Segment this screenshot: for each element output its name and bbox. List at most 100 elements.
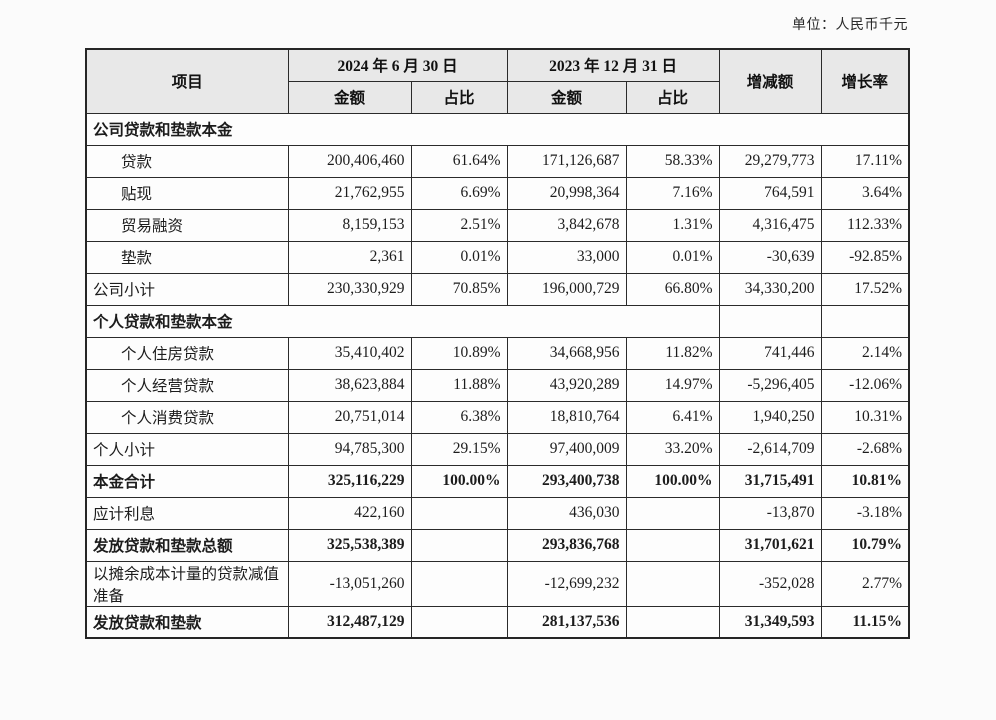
cell-amount-2024: 38,623,884 [287, 368, 412, 402]
cell-amount-2024: 35,410,402 [287, 336, 412, 370]
cell-change: -30,639 [718, 240, 822, 274]
section-label: 个人贷款和垫款本金 [85, 304, 720, 338]
cell-ratio-2023: 6.41% [625, 400, 720, 434]
cell-amount-2024: 8,159,153 [287, 208, 412, 242]
cell-growth: -3.18% [820, 496, 910, 530]
cell-ratio-2023: 100.00% [625, 464, 720, 498]
cell-growth: 10.81% [820, 464, 910, 498]
cell-change: 34,330,200 [718, 272, 822, 306]
cell-ratio-2024 [410, 605, 508, 639]
header-amount-2023: 金额 [506, 80, 627, 114]
cell-ratio-2023 [625, 605, 720, 639]
cell-change: 741,446 [718, 336, 822, 370]
cell-growth: 10.79% [820, 528, 910, 562]
cell-ratio-2024 [410, 496, 508, 530]
row-label: 个人小计 [85, 432, 289, 466]
cell-growth: 2.77% [820, 560, 910, 607]
table-row: 本金合计 325,116,229 100.00% 293,400,738 100.00%… [85, 464, 910, 498]
row-label: 个人经营贷款 [85, 368, 289, 402]
row-label: 垫款 [85, 240, 289, 274]
cell-change: 31,715,491 [718, 464, 822, 498]
cell-amount-2023: 196,000,729 [506, 272, 627, 306]
cell-change: -352,028 [718, 560, 822, 607]
cell-ratio-2024: 70.85% [410, 272, 508, 306]
cell-growth: -92.85% [820, 240, 910, 274]
cell-growth: 17.11% [820, 144, 910, 178]
cell-growth: 112.33% [820, 208, 910, 242]
table-row: 应计利息 422,160 436,030 -13,870 -3.18% [85, 496, 910, 530]
cell-amount-2023: 171,126,687 [506, 144, 627, 178]
header-change: 增减额 [718, 48, 822, 114]
cell-amount-2024: 20,751,014 [287, 400, 412, 434]
cell-amount-2024: 200,406,460 [287, 144, 412, 178]
cell-ratio-2024: 61.64% [410, 144, 508, 178]
cell-amount-2024: 325,116,229 [287, 464, 412, 498]
cell-change: 764,591 [718, 176, 822, 210]
cell-amount-2023: 3,842,678 [506, 208, 627, 242]
header-ratio-2024: 占比 [410, 80, 508, 114]
cell-growth: 17.52% [820, 272, 910, 306]
table-header: 项目 2024 年 6 月 30 日 2023 年 12 月 31 日 增减额 … [85, 48, 910, 114]
cell-amount-2024: 230,330,929 [287, 272, 412, 306]
cell-amount-2023: 20,998,364 [506, 176, 627, 210]
cell-amount-2024: 94,785,300 [287, 432, 412, 466]
table-row: 垫款 2,361 0.01% 33,000 0.01% -30,639 -92.85% [85, 240, 910, 274]
cell-change: 4,316,475 [718, 208, 822, 242]
loans-table: 项目 2024 年 6 月 30 日 2023 年 12 月 31 日 增减额 … [85, 48, 911, 639]
cell-change: -13,870 [718, 496, 822, 530]
table-row: 个人消费贷款 20,751,014 6.38% 18,810,764 6.41% 1,94… [85, 400, 910, 434]
cell-ratio-2024: 2.51% [410, 208, 508, 242]
cell-ratio-2023: 66.80% [625, 272, 720, 306]
row-label: 个人住房贷款 [85, 336, 289, 370]
header-growth: 增长率 [820, 48, 910, 114]
unit-label: 单位：人民币千元 [792, 18, 908, 33]
cell-ratio-2024 [410, 528, 508, 562]
cell-growth: 2.14% [820, 336, 910, 370]
cell-ratio-2023: 7.16% [625, 176, 720, 210]
table-row: 个人经营贷款 38,623,884 11.88% 43,920,289 14.97% -5… [85, 368, 910, 402]
cell-change: 31,349,593 [718, 605, 822, 639]
table-row: 个人住房贷款 35,410,402 10.89% 34,668,956 11.82% 74… [85, 336, 910, 370]
cell-change: -2,614,709 [718, 432, 822, 466]
table-row: 发放贷款和垫款总额 325,538,389 293,836,768 31,701,62… [85, 528, 910, 562]
table-row: 个人小计 94,785,300 29.15% 97,400,009 33.20% -2,6… [85, 432, 910, 466]
cell-amount-2023: 97,400,009 [506, 432, 627, 466]
row-label: 公司小计 [85, 272, 289, 306]
cell-change: 31,701,621 [718, 528, 822, 562]
cell-amount-2024: -13,051,260 [287, 560, 412, 607]
row-label: 贸易融资 [85, 208, 289, 242]
cell-amount-2024: 21,762,955 [287, 176, 412, 210]
cell-amount-2023: 293,836,768 [506, 528, 627, 562]
header-amount-2024: 金额 [287, 80, 412, 114]
cell-growth [820, 304, 910, 338]
cell-ratio-2023 [625, 528, 720, 562]
header-item: 项目 [85, 48, 289, 114]
cell-ratio-2024: 100.00% [410, 464, 508, 498]
row-label: 贴现 [85, 176, 289, 210]
row-label: 贷款 [85, 144, 289, 178]
cell-ratio-2023: 33.20% [625, 432, 720, 466]
cell-growth: 11.15% [820, 605, 910, 639]
cell-amount-2023: 436,030 [506, 496, 627, 530]
cell-ratio-2023 [625, 496, 720, 530]
table-row: 贸易融资 8,159,153 2.51% 3,842,678 1.31% 4,316,47… [85, 208, 910, 242]
cell-ratio-2024: 0.01% [410, 240, 508, 274]
cell-growth: 3.64% [820, 176, 910, 210]
cell-amount-2023: 281,137,536 [506, 605, 627, 639]
cell-ratio-2024: 29.15% [410, 432, 508, 466]
row-label: 以摊余成本计量的贷款减值准备 [85, 560, 289, 607]
cell-amount-2023: 34,668,956 [506, 336, 627, 370]
section-label: 公司贷款和垫款本金 [85, 112, 910, 146]
cell-ratio-2023: 58.33% [625, 144, 720, 178]
cell-amount-2024: 312,487,129 [287, 605, 412, 639]
cell-amount-2023: 18,810,764 [506, 400, 627, 434]
cell-change: 29,279,773 [718, 144, 822, 178]
row-label: 发放贷款和垫款总额 [85, 528, 289, 562]
cell-change: -5,296,405 [718, 368, 822, 402]
cell-growth: -12.06% [820, 368, 910, 402]
cell-ratio-2024: 11.88% [410, 368, 508, 402]
cell-change [718, 304, 822, 338]
cell-ratio-2024: 6.38% [410, 400, 508, 434]
cell-amount-2023: 293,400,738 [506, 464, 627, 498]
